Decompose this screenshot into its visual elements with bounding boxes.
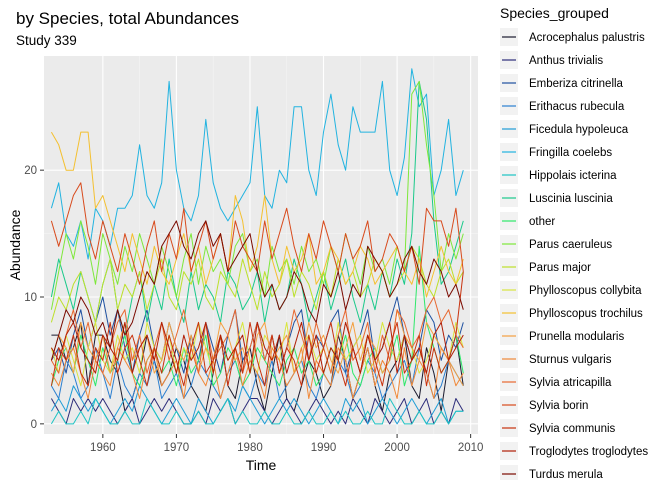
legend-label: Phylloscopus trochilus <box>529 308 643 320</box>
series-lines <box>50 68 464 425</box>
y-axis-ticks: 0 10 20 <box>24 165 44 431</box>
legend-key-box <box>500 465 518 480</box>
series-line <box>50 347 464 399</box>
legend-label: Troglodytes troglodytes <box>529 446 648 458</box>
legend-label: Fringilla coelebs <box>529 147 612 159</box>
legend-label: Luscinia luscinia <box>529 193 613 205</box>
chart-title: by Species, total Abundances <box>16 9 239 28</box>
series-line <box>51 321 464 412</box>
legend-label: Emberiza citrinella <box>529 78 624 90</box>
legend-label: Erithacus rubecula <box>529 101 625 113</box>
series-line <box>50 271 464 387</box>
series-line <box>50 80 464 310</box>
series-line <box>50 321 464 374</box>
legend-label: Hippolais icterina <box>529 170 617 182</box>
legend-label: Sylvia communis <box>529 423 616 435</box>
legend-label: Parus major <box>529 262 591 274</box>
y-tick-label: 20 <box>24 165 37 177</box>
x-tick-label: 1990 <box>311 442 337 454</box>
legend-label: Turdus merula <box>529 469 603 480</box>
x-tick-label: 1970 <box>164 442 190 454</box>
legend-label: Parus caeruleus <box>529 239 612 251</box>
legend-label: other <box>529 216 555 228</box>
series-line <box>50 131 464 298</box>
chart-subtitle: Study 339 <box>16 33 77 48</box>
x-axis-ticks: 1960 1970 1980 1990 2000 2010 <box>90 434 483 454</box>
series-line <box>50 385 464 425</box>
legend-label: Sylvia atricapilla <box>529 377 612 389</box>
y-tick-label: 0 <box>31 419 37 431</box>
legend: Acrocephalus palustris Anthus trivialis Em… <box>500 28 648 480</box>
series-line <box>50 398 464 425</box>
x-tick-label: 2000 <box>384 442 410 454</box>
legend-label: Sturnus vulgaris <box>529 354 612 366</box>
x-tick-label: 2010 <box>458 442 484 454</box>
x-tick-label: 1960 <box>90 442 116 454</box>
legend-label: Phylloscopus collybita <box>529 285 642 297</box>
legend-label: Ficedula hypoleuca <box>529 124 629 136</box>
y-axis-title: Abundance <box>7 209 23 280</box>
legend-title: Species_grouped <box>500 5 609 21</box>
x-tick-label: 1980 <box>237 442 263 454</box>
series-line <box>50 68 464 260</box>
legend-label: Prunella modularis <box>529 331 624 343</box>
series-line <box>50 220 464 361</box>
x-axis-title: Time <box>246 457 277 473</box>
y-tick-label: 10 <box>24 292 37 304</box>
legend-label: Acrocephalus palustris <box>529 32 645 44</box>
legend-label: Anthus trivialis <box>529 55 603 67</box>
legend-label: Sylvia borin <box>529 400 588 412</box>
